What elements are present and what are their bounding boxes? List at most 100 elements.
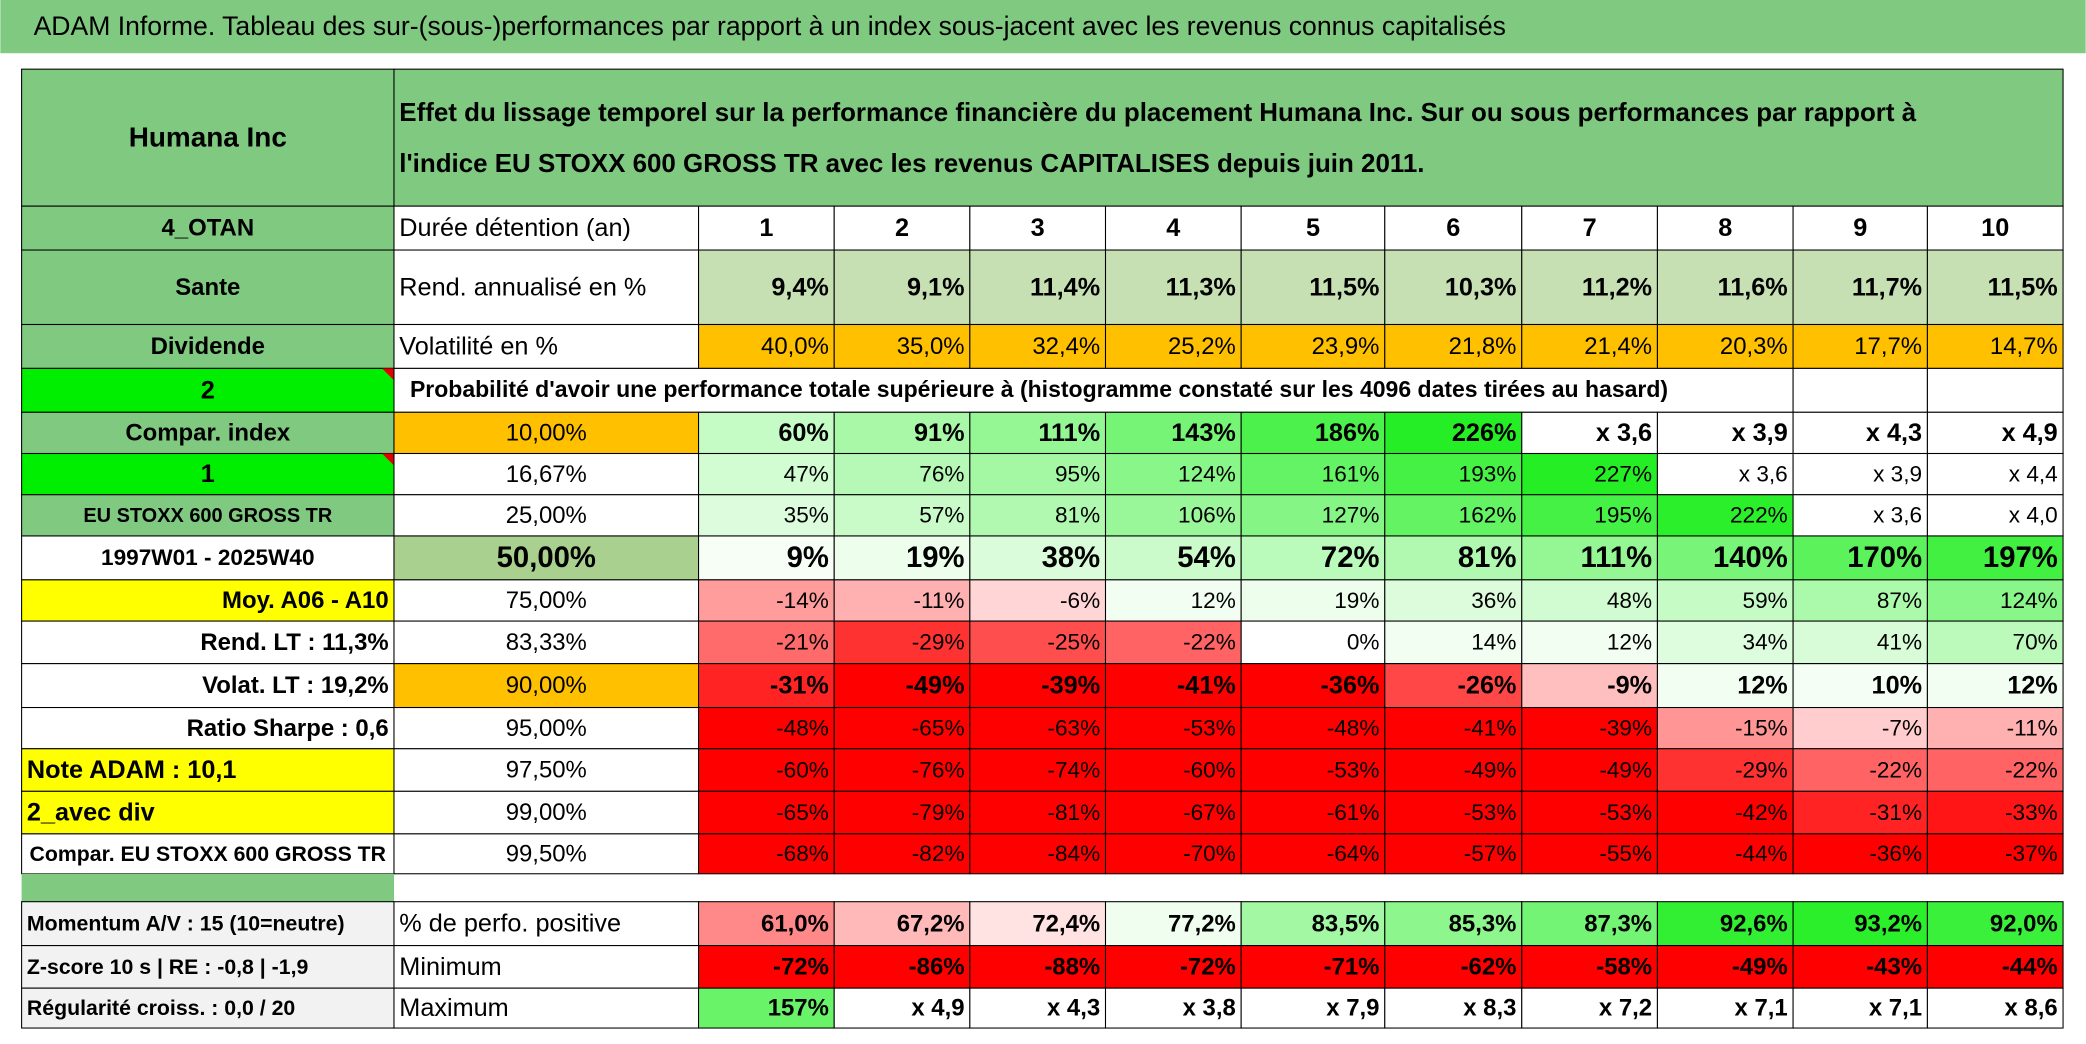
value-cell <box>1521 790 1658 835</box>
row-header-cell <box>21 249 395 326</box>
value-cell <box>1926 945 2064 989</box>
value: 54% <box>1177 542 1236 574</box>
value-cell <box>969 945 1107 989</box>
value: -67% <box>1183 800 1236 825</box>
value-cell <box>1104 323 1242 369</box>
value: -44% <box>1735 841 1788 866</box>
row-header-cell <box>21 367 395 413</box>
value-cell <box>969 833 1107 875</box>
value-cell <box>698 663 835 709</box>
value: x 7,9 <box>1326 995 1379 1022</box>
row-header: 1 <box>201 460 215 488</box>
value: 19% <box>906 542 965 574</box>
value-cell <box>1521 620 1658 665</box>
value: 195% <box>1594 503 1652 528</box>
value-cell <box>1926 579 2064 622</box>
value-cell <box>969 411 1107 455</box>
value: 6 <box>1446 214 1460 242</box>
value-cell <box>1104 205 1242 251</box>
value-cell <box>1656 790 1794 835</box>
value: -65% <box>912 715 965 740</box>
value: -64% <box>1327 841 1380 866</box>
row-header: EU STOXX 600 GROSS TR <box>83 505 332 527</box>
value-cell <box>833 249 971 326</box>
value: -15% <box>1735 715 1788 740</box>
value: -49% <box>1599 757 1652 782</box>
value: x 3,9 <box>1873 461 1922 486</box>
value: x 7,1 <box>1735 995 1788 1022</box>
value: 25,2% <box>1168 333 1236 360</box>
value-cell <box>1384 249 1523 326</box>
value-cell <box>1926 452 2064 496</box>
probability-label: Probabilité d'avoir une performance tota… <box>410 376 1668 402</box>
value-cell <box>1521 452 1658 496</box>
value-cell <box>1656 620 1794 665</box>
value: -58% <box>1596 954 1652 981</box>
value: 9,1% <box>907 273 965 301</box>
value: 72,4% <box>1032 910 1100 937</box>
value: -71% <box>1324 954 1380 981</box>
value: 14,7% <box>1990 333 2058 360</box>
row-header-cell <box>21 494 395 537</box>
value-cell <box>1521 579 1658 622</box>
value-cell <box>1656 901 1794 947</box>
value-cell <box>1792 663 1928 709</box>
value: -62% <box>1461 954 1517 981</box>
title-bar <box>0 0 2086 54</box>
value-cell <box>1656 249 1794 326</box>
value: 19% <box>1334 588 1379 613</box>
row-header: 1997W01 - 2025W40 <box>101 545 315 570</box>
value: -43% <box>1866 954 1922 981</box>
value-cell <box>1521 987 1658 1029</box>
threshold-cell <box>393 411 700 455</box>
value: x 3,6 <box>1596 419 1652 447</box>
value: x 3,6 <box>1873 503 1922 528</box>
value-cell <box>698 494 835 537</box>
header-description: l'indice EU STOXX 600 GROSS TR avec les … <box>399 150 1424 178</box>
value: 59% <box>1743 588 1788 613</box>
row-label-cell <box>393 249 700 326</box>
row-header: 2_avec div <box>27 799 155 827</box>
value: 12% <box>2007 672 2058 700</box>
value: 87% <box>1877 588 1922 613</box>
value: -70% <box>1183 841 1236 866</box>
value-cell <box>698 579 835 622</box>
value: 60% <box>778 419 829 447</box>
value-cell <box>833 452 971 496</box>
value: -14% <box>776 588 829 613</box>
value-cell <box>1240 205 1386 251</box>
value: x 4,9 <box>2002 419 2058 447</box>
value: 35,0% <box>897 333 965 360</box>
value: -44% <box>2002 954 2058 981</box>
value: -60% <box>1183 757 1236 782</box>
value: 36% <box>1471 588 1516 613</box>
value: 77,2% <box>1168 910 1236 937</box>
value: x 8,3 <box>1463 995 1516 1022</box>
value: 38% <box>1042 542 1101 574</box>
value-cell <box>698 452 835 496</box>
row-header: Ratio Sharpe : 0,6 <box>187 715 389 742</box>
value-cell <box>1104 579 1242 622</box>
value: 186% <box>1315 419 1380 447</box>
value: 48% <box>1607 588 1652 613</box>
value-cell <box>833 323 971 369</box>
header-description-cell <box>393 68 2064 207</box>
value: 76% <box>919 461 964 486</box>
value-cell <box>1521 748 1658 792</box>
value: -39% <box>1041 672 1100 700</box>
row-header-cell <box>21 987 395 1029</box>
value: 3 <box>1031 214 1045 242</box>
value-cell <box>1240 663 1386 709</box>
value: 91% <box>914 419 965 447</box>
value: 143% <box>1171 419 1236 447</box>
threshold: 90,00% <box>506 672 587 699</box>
spacer-cell <box>21 873 394 902</box>
value-cell <box>698 411 835 455</box>
value-cell <box>1521 833 1658 875</box>
value-cell <box>1240 748 1386 792</box>
value: -29% <box>912 630 965 655</box>
value: -36% <box>1321 672 1380 700</box>
row-header: Note ADAM : 10,1 <box>27 756 237 784</box>
value: 23,9% <box>1312 333 1380 360</box>
value-cell <box>1104 945 1242 989</box>
